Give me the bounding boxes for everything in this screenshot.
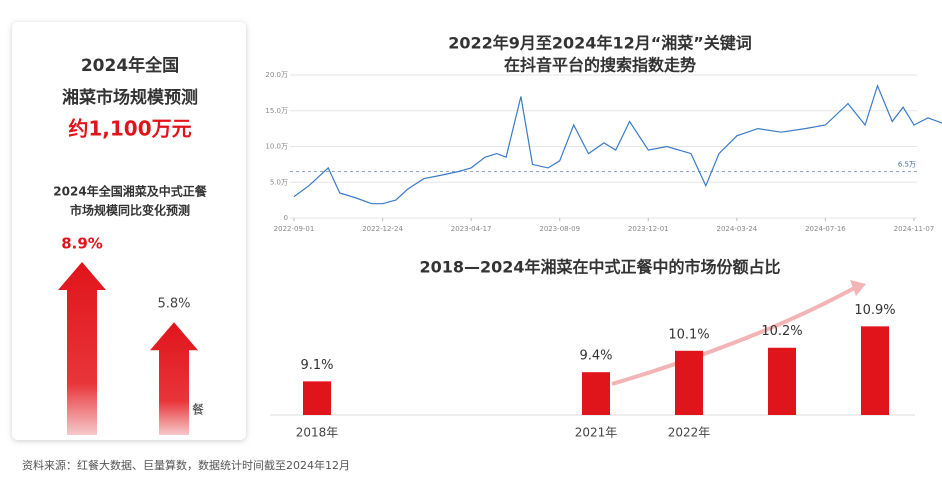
value-label: 10.9% <box>854 303 895 318</box>
y-tick-label: 0 <box>284 214 288 222</box>
value-label: 8.9% <box>61 234 103 252</box>
bar <box>582 372 610 415</box>
x-tick-label: 2022-12-24 <box>362 225 403 233</box>
x-tick-label: 2022-09-01 <box>274 225 315 233</box>
x-tick-label: 2023-04-17 <box>451 225 492 233</box>
left-title: 湘菜市场规模预测 <box>62 87 198 108</box>
x-tick-label: 2024-03-24 <box>717 225 758 233</box>
arrow <box>58 261 106 435</box>
value-label: 9.4% <box>579 349 612 364</box>
bar <box>861 326 889 415</box>
headline: 约1,100万元 <box>68 117 191 141</box>
line-title: 2022年9月至2024年12月“湘菜”关键词 <box>448 34 752 53</box>
x-tick-label: 2021年 <box>575 426 618 440</box>
x-tick-label: 2022年 <box>668 426 711 440</box>
y-tick-label: 20.0万 <box>265 71 288 79</box>
value-label: 9.1% <box>300 358 333 373</box>
category-label: 餐 <box>192 402 204 417</box>
source: 资料来源：红餐大数据、巨量算数，数据统计时间截至2024年12月 <box>22 458 350 472</box>
bar-title: 2018—2024年湘菜在中式正餐中的市场份额占比 <box>419 258 780 277</box>
x-tick-label: 2024-07-16 <box>805 225 846 233</box>
x-tick-label: 2023-12-01 <box>628 225 669 233</box>
left-title: 2024年全国 <box>81 55 179 76</box>
arrow <box>150 322 198 435</box>
bar <box>768 347 796 415</box>
value-label: 10.1% <box>668 327 709 342</box>
trend-arrow-head <box>850 280 866 296</box>
y-tick-label: 10.0万 <box>265 143 288 151</box>
left-panel <box>12 22 246 440</box>
x-tick-label: 2018年 <box>296 426 339 440</box>
x-tick-label: 2024-11-07 <box>894 225 935 233</box>
value-label: 10.2% <box>761 324 802 339</box>
bar <box>303 381 331 415</box>
left-subtitle: 2024年全国湘菜及中式正餐 <box>53 184 207 199</box>
y-tick-label: 5.0万 <box>270 178 288 186</box>
bar <box>675 350 703 415</box>
x-tick-label: 2023-08-09 <box>539 225 580 233</box>
y-tick-label: 15.0万 <box>265 107 288 115</box>
trend-arrow <box>611 284 859 386</box>
line-title: 在抖音平台的搜索指数走势 <box>504 56 696 75</box>
search-index-line <box>293 83 942 205</box>
left-subtitle: 市场规模同比变化预测 <box>70 203 190 218</box>
reference-label: 6.5万 <box>898 161 916 169</box>
value-label: 5.8% <box>157 297 190 312</box>
